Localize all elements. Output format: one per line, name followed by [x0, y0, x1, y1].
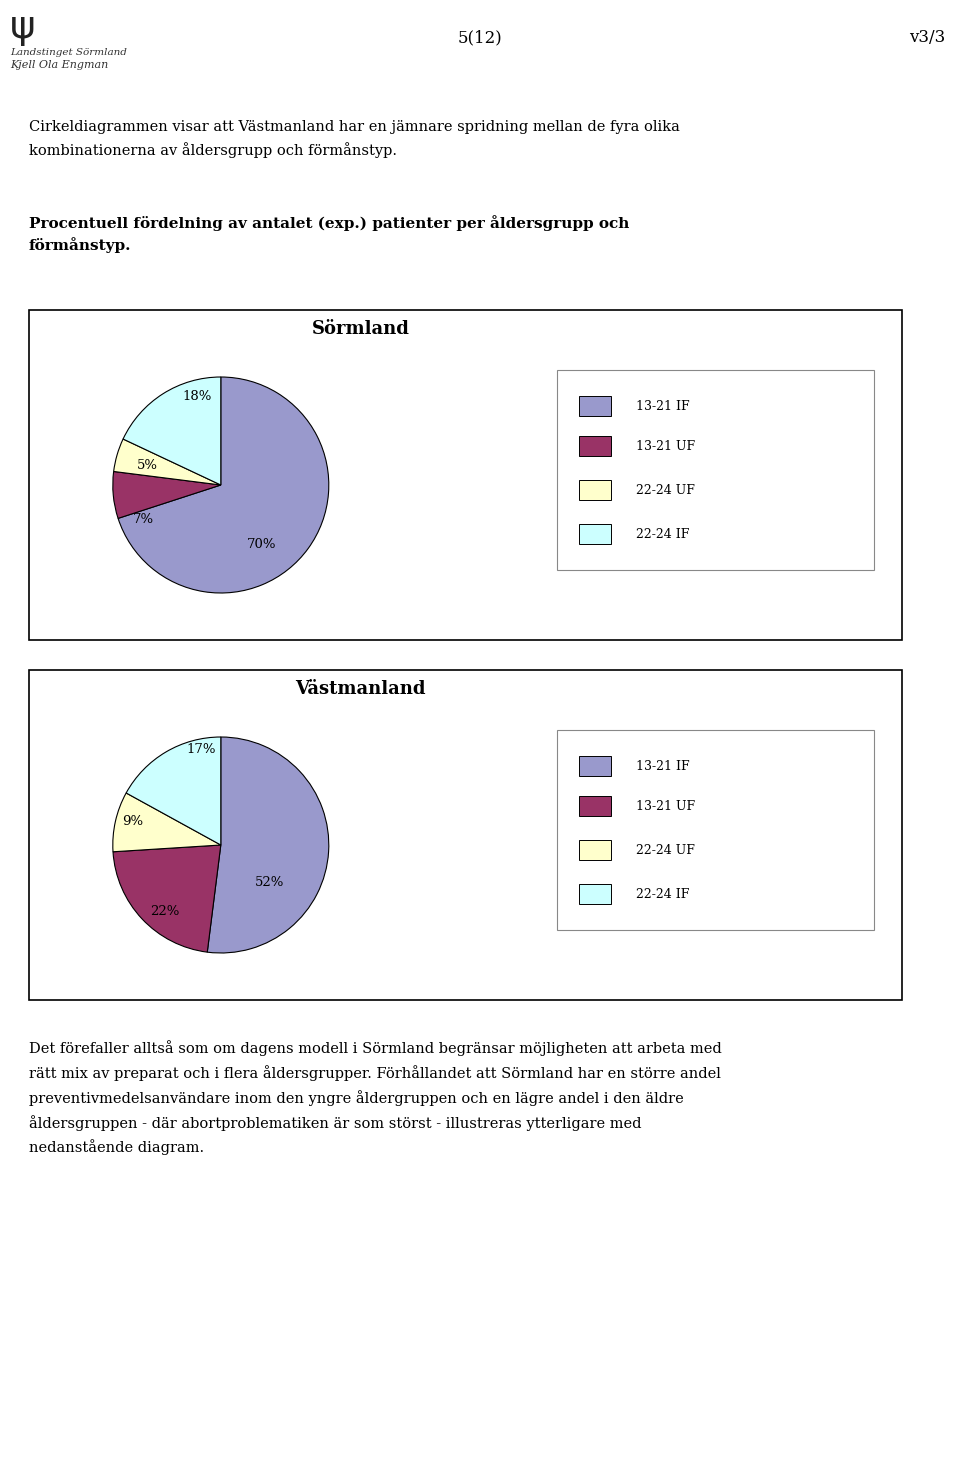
Text: 7%: 7%	[132, 513, 154, 526]
Text: 13-21 UF: 13-21 UF	[636, 799, 695, 812]
Text: Västmanland: Västmanland	[296, 680, 426, 697]
Text: Kjell Ola Engman: Kjell Ola Engman	[10, 60, 108, 69]
Bar	[579, 756, 611, 775]
Text: Cirkeldiagrammen visar att Västmanland har en jämnare spridning mellan de fyra o: Cirkeldiagrammen visar att Västmanland h…	[29, 119, 680, 158]
Bar	[579, 796, 611, 817]
Wedge shape	[113, 793, 221, 852]
Text: 70%: 70%	[247, 538, 276, 551]
Text: v3/3: v3/3	[909, 29, 945, 47]
Wedge shape	[207, 737, 328, 954]
Wedge shape	[123, 377, 221, 485]
Text: 5(12): 5(12)	[458, 29, 502, 47]
Wedge shape	[113, 439, 221, 485]
Wedge shape	[112, 472, 221, 519]
Text: Det förefaller alltså som om dagens modell i Sörmland begränsar möjligheten att : Det förefaller alltså som om dagens mode…	[29, 1041, 722, 1156]
Text: 22-24 UF: 22-24 UF	[636, 483, 695, 497]
Text: 9%: 9%	[122, 815, 143, 828]
Text: 18%: 18%	[182, 391, 212, 402]
Text: 5%: 5%	[137, 458, 157, 472]
Text: 13-21 IF: 13-21 IF	[636, 759, 689, 772]
Text: ψ: ψ	[10, 7, 36, 46]
Text: Landstinget Sörmland: Landstinget Sörmland	[10, 49, 127, 57]
Wedge shape	[118, 377, 328, 593]
Bar	[579, 436, 611, 455]
Bar	[579, 481, 611, 500]
Text: Procentuell fördelning av antalet (exp.) patienter per åldersgrupp och
förmånsty: Procentuell fördelning av antalet (exp.)…	[29, 215, 629, 254]
Wedge shape	[113, 845, 221, 952]
Bar	[579, 523, 611, 544]
Text: 22-24 IF: 22-24 IF	[636, 887, 689, 901]
Text: 17%: 17%	[186, 743, 216, 756]
Text: 22-24 IF: 22-24 IF	[636, 528, 689, 541]
Text: 52%: 52%	[254, 877, 284, 889]
Text: 22%: 22%	[150, 905, 180, 918]
Text: 22-24 UF: 22-24 UF	[636, 843, 695, 856]
Wedge shape	[126, 737, 221, 845]
Text: Sörmland: Sörmland	[312, 320, 410, 338]
Bar	[579, 840, 611, 859]
Bar	[579, 397, 611, 416]
Bar	[579, 884, 611, 904]
Text: 13-21 UF: 13-21 UF	[636, 439, 695, 453]
Text: 13-21 IF: 13-21 IF	[636, 399, 689, 413]
